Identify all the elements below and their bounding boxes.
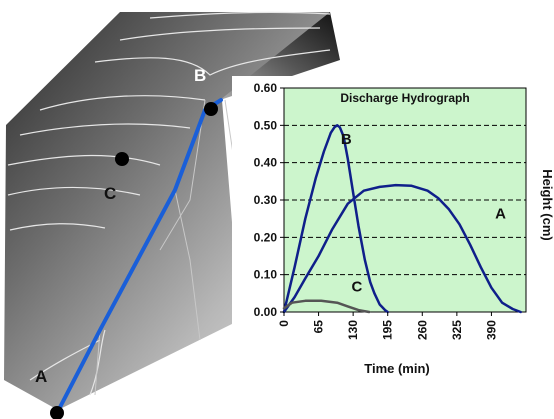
- x-tick-label: 0: [277, 320, 291, 327]
- point-C-marker: [115, 152, 129, 166]
- series-label-A: A: [495, 206, 506, 223]
- y-tick-label: 0.60: [254, 81, 278, 95]
- x-axis-ticks: 0 65 130 195 260 325 390: [277, 312, 498, 340]
- hydrograph-chart: B A C 0.00 0.10 0.20 0.30 0.40 0.50 0.60 0 65 130 1…: [232, 76, 554, 386]
- series-line-B: [282, 124, 389, 314]
- x-tick-label: 390: [484, 320, 498, 340]
- grid-lines: [284, 124, 526, 276]
- point-C-label: C: [104, 184, 116, 203]
- x-tick-label: 260: [415, 320, 429, 340]
- y-tick-label: 0.40: [254, 156, 278, 170]
- x-tick-label: 325: [450, 320, 464, 340]
- x-tick-label: 130: [346, 320, 360, 340]
- terrain-left-face: [4, 12, 330, 410]
- series-label-C: C: [352, 278, 363, 295]
- series-line-C: [282, 299, 371, 314]
- y-tick-label: 0.10: [254, 268, 278, 282]
- contour-lines: [7, 11, 331, 396]
- y-tick-label: 0.00: [254, 305, 278, 319]
- y-axis-label: Height (cm): [540, 169, 554, 241]
- y-tick-label: 0.50: [254, 118, 278, 132]
- x-axis-label: Time (min): [364, 361, 430, 376]
- series-line-A: [282, 183, 522, 314]
- point-B-marker: [204, 102, 218, 116]
- y-tick-label: 0.30: [254, 193, 278, 207]
- point-A-marker: [50, 406, 64, 419]
- x-tick-label: 195: [381, 320, 395, 340]
- y-axis-ticks: 0.00 0.10 0.20 0.30 0.40 0.50 0.60: [254, 81, 284, 319]
- y-tick-label: 0.20: [254, 230, 278, 244]
- series-lines: [282, 124, 522, 314]
- point-A-label: A: [35, 367, 47, 386]
- x-tick-label: 65: [312, 320, 326, 334]
- chart-title: Discharge Hydrograph: [340, 91, 469, 105]
- point-B-label: B: [194, 66, 206, 85]
- series-labels: B A C: [341, 131, 506, 295]
- series-label-B: B: [341, 131, 352, 148]
